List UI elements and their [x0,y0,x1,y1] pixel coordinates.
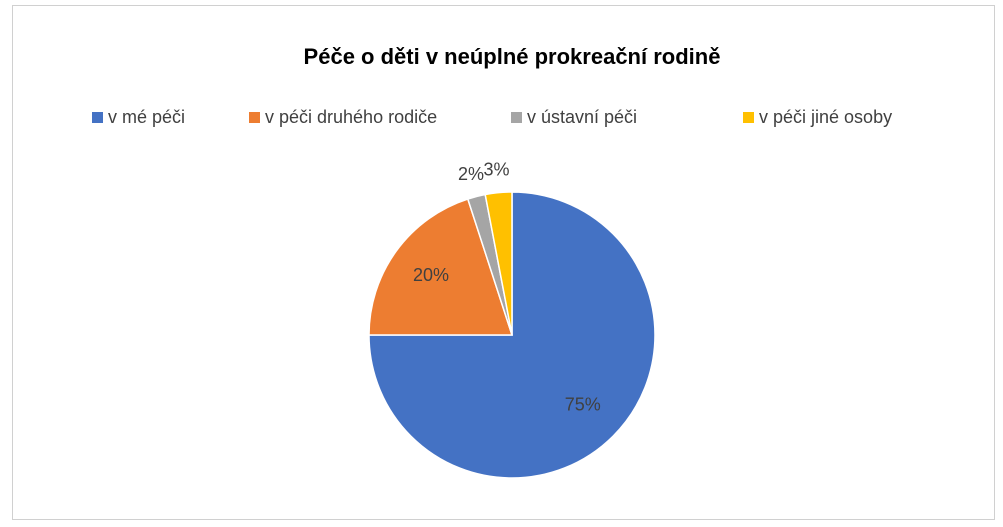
legend-label: v péči druhého rodiče [265,107,437,127]
data-label: 2% [458,164,484,184]
legend-label: v péči jiné osoby [759,107,892,127]
legend-swatch [511,112,522,123]
legend-swatch [249,112,260,123]
data-label: 20% [413,265,449,285]
legend-label: v ústavní péči [527,107,637,127]
pie-slice [484,191,513,336]
legend-swatch [92,112,103,123]
chart-title: Péče o děti v neúplné prokreační rodině [304,44,721,69]
pie-slice [368,198,514,336]
legend-swatch [743,112,754,123]
data-label: 75% [565,395,601,415]
legend-label: v mé péči [108,107,185,127]
data-label: 3% [483,159,509,179]
pie-slice [368,191,656,479]
